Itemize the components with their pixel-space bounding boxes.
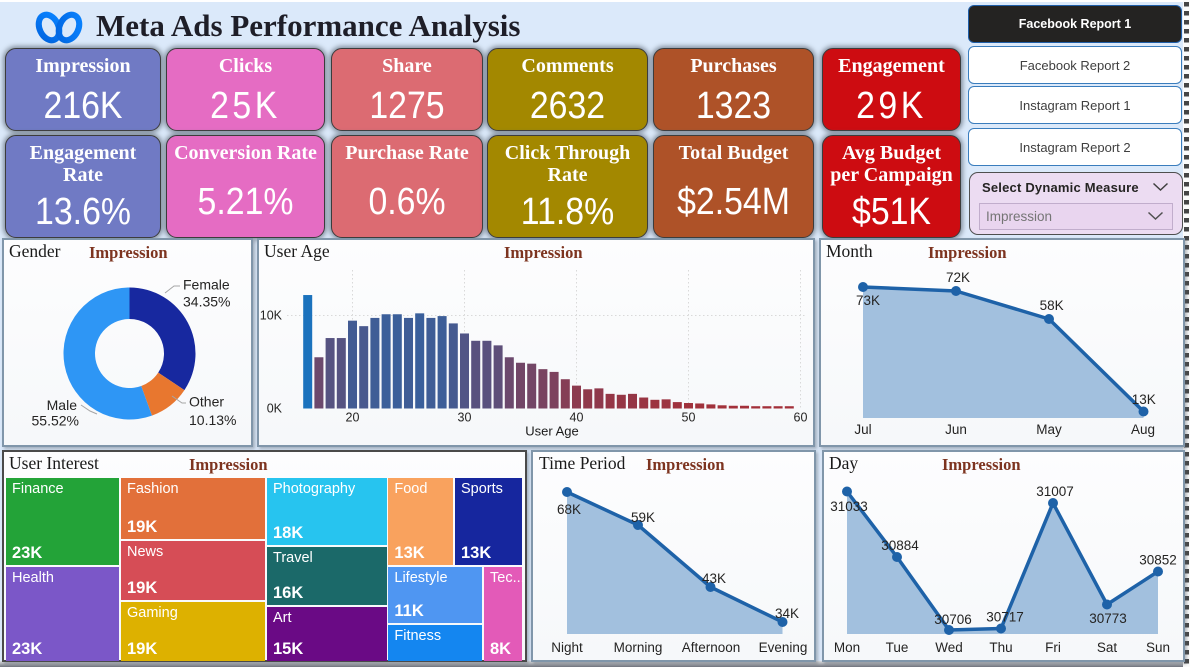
svg-text:30: 30 (458, 411, 472, 425)
svg-text:Fri: Fri (1045, 640, 1061, 655)
svg-text:72K: 72K (946, 270, 970, 285)
svg-text:40: 40 (570, 411, 584, 425)
svg-text:Evening: Evening (759, 640, 808, 655)
svg-text:Sat: Sat (1097, 640, 1118, 655)
svg-text:60: 60 (794, 411, 808, 425)
svg-text:Tue: Tue (886, 640, 909, 655)
svg-text:31007: 31007 (1036, 484, 1074, 499)
svg-text:30773: 30773 (1089, 611, 1127, 626)
svg-text:58K: 58K (1040, 298, 1064, 313)
svg-text:59K: 59K (631, 510, 655, 525)
svg-text:Morning: Morning (614, 640, 663, 655)
svg-text:13K: 13K (1132, 392, 1156, 407)
svg-text:68K: 68K (557, 502, 581, 517)
svg-text:30706: 30706 (934, 612, 972, 627)
svg-text:Thu: Thu (989, 640, 1012, 655)
svg-text:10K: 10K (260, 309, 283, 323)
svg-text:Other: Other (189, 394, 224, 410)
svg-text:Wed: Wed (935, 640, 963, 655)
svg-text:User Age: User Age (525, 424, 578, 439)
svg-text:34K: 34K (775, 606, 799, 621)
svg-text:55.52%: 55.52% (32, 413, 79, 429)
svg-text:10.13%: 10.13% (189, 412, 236, 428)
svg-text:Sun: Sun (1146, 640, 1170, 655)
svg-text:Jun: Jun (945, 422, 967, 437)
svg-text:34.35%: 34.35% (183, 294, 230, 310)
svg-text:50: 50 (682, 411, 696, 425)
svg-text:43K: 43K (702, 571, 726, 586)
svg-text:Jul: Jul (854, 422, 871, 437)
svg-text:0K: 0K (267, 402, 283, 416)
svg-text:Mon: Mon (834, 640, 860, 655)
svg-text:Male: Male (47, 397, 78, 413)
svg-text:31033: 31033 (830, 499, 868, 514)
svg-text:30852: 30852 (1139, 553, 1177, 568)
svg-text:30717: 30717 (986, 610, 1024, 625)
svg-text:May: May (1036, 422, 1062, 437)
svg-text:30884: 30884 (881, 538, 919, 553)
svg-text:73K: 73K (856, 293, 880, 308)
svg-text:Aug: Aug (1131, 422, 1155, 437)
svg-text:Female: Female (183, 277, 230, 293)
svg-text:Night: Night (551, 640, 583, 655)
svg-text:Afternoon: Afternoon (682, 640, 741, 655)
svg-text:20: 20 (346, 411, 360, 425)
